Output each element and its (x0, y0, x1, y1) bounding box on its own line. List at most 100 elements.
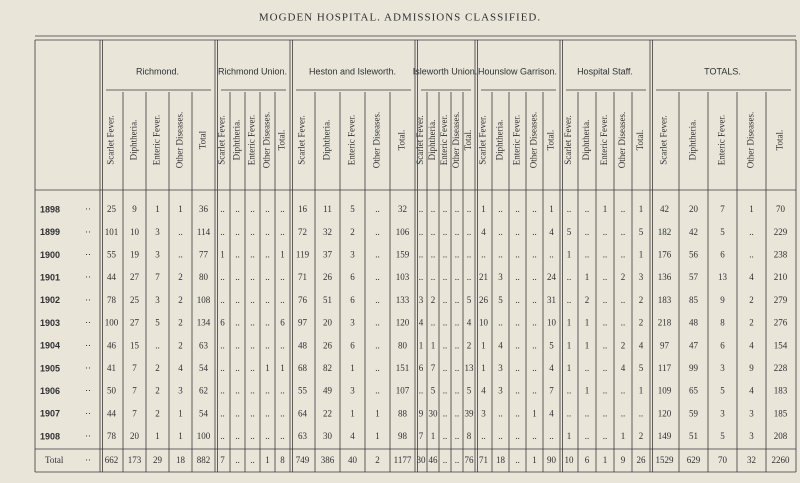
cell: .. (220, 408, 225, 418)
cell: 22 (323, 408, 332, 418)
cell: 185 (774, 408, 788, 418)
cell: 20 (130, 431, 140, 441)
cell: 2 (350, 227, 355, 237)
group-header: Hounslow Garrison. (478, 66, 557, 76)
cell: 7 (419, 431, 424, 441)
cell: .. (481, 249, 486, 259)
row-label: 1908 (40, 431, 60, 441)
cell: .. (265, 272, 270, 282)
row-label: 1903 (40, 318, 60, 328)
cell: 4 (481, 227, 486, 237)
cell: .. (419, 227, 424, 237)
cell: 39 (465, 408, 475, 418)
cell: .. (603, 431, 608, 441)
cell: 30 (417, 455, 427, 465)
row-label: 1906 (40, 386, 60, 396)
cell: 5 (498, 295, 503, 305)
cell: 26 (637, 455, 647, 465)
cell: .. (280, 386, 285, 396)
cell: .. (515, 249, 520, 259)
cell: 1 (567, 363, 572, 373)
cell: 882 (197, 455, 211, 465)
cell: .. (515, 431, 520, 441)
cell: 90 (547, 455, 557, 465)
group-header: Richmond Union. (218, 66, 287, 76)
column-header: Total. (635, 130, 645, 151)
cell: .. (280, 204, 285, 214)
column-header: Total. (546, 130, 556, 151)
cell: 3 (720, 363, 725, 373)
cell: 77 (199, 249, 209, 259)
cell: 1 (567, 318, 572, 328)
cell: 4 (549, 363, 554, 373)
cell: .. (235, 272, 240, 282)
cell: 151 (396, 363, 410, 373)
cell: .. (431, 249, 436, 259)
cell: 6 (280, 318, 285, 328)
cell: .. (603, 295, 608, 305)
column-header: Diphtheria. (495, 120, 505, 161)
cell: .. (532, 249, 537, 259)
cell: 2 (621, 340, 626, 350)
cell: 32 (398, 204, 407, 214)
cell: 2 (749, 318, 754, 328)
leader: ·· (85, 249, 91, 259)
cell: 18 (176, 455, 186, 465)
cell: 1 (375, 431, 380, 441)
cell: 11 (323, 204, 332, 214)
column-header: Enteric Fever. (439, 115, 449, 165)
cell: .. (375, 340, 380, 350)
cell: .. (532, 295, 537, 305)
cell: 6 (720, 340, 725, 350)
cell: .. (178, 249, 183, 259)
cell: 9 (621, 455, 626, 465)
cell: .. (265, 204, 270, 214)
cell: 68 (298, 363, 308, 373)
cell: 6 (350, 272, 355, 282)
cell: 4 (549, 227, 554, 237)
cell: 3 (350, 318, 355, 328)
cell: 1177 (394, 455, 412, 465)
cell: .. (567, 408, 572, 418)
cell: 80 (398, 340, 408, 350)
cell: 4 (749, 386, 754, 396)
cell: 51 (689, 431, 698, 441)
cell: .. (419, 249, 424, 259)
cell: 44 (107, 272, 117, 282)
cell: 2 (155, 386, 160, 396)
cell: .. (567, 386, 572, 396)
cell: 71 (298, 272, 307, 282)
cell: 25 (130, 295, 140, 305)
page-title: MOGDEN HOSPITAL. ADMISSIONS CLASSIFIED. (259, 12, 541, 24)
cell: 9 (720, 295, 725, 305)
cell: 5 (720, 431, 725, 441)
cell: 103 (396, 272, 410, 282)
cell: 1 (481, 204, 486, 214)
cell: 7 (220, 455, 225, 465)
cell: .. (431, 272, 436, 282)
cell: 5 (720, 386, 725, 396)
cell: .. (235, 340, 240, 350)
cell: .. (443, 295, 448, 305)
cell: .. (455, 318, 460, 328)
cell: .. (603, 227, 608, 237)
cell: .. (235, 455, 240, 465)
cell: .. (280, 295, 285, 305)
column-header: Total. (397, 130, 407, 151)
cell: 1 (532, 408, 537, 418)
row-label: Total (45, 455, 64, 465)
cell: .. (280, 408, 285, 418)
cell: 5 (431, 386, 436, 396)
cell: .. (250, 455, 255, 465)
cell: 2 (749, 295, 754, 305)
cell: 27 (130, 318, 140, 328)
cell: .. (375, 204, 380, 214)
cell: .. (250, 227, 255, 237)
cell: 49 (323, 386, 333, 396)
cell: 32 (747, 455, 756, 465)
cell: .. (498, 431, 503, 441)
cell: .. (585, 363, 590, 373)
cell: 13 (718, 272, 728, 282)
cell: .. (443, 249, 448, 259)
cell: 3 (178, 386, 183, 396)
